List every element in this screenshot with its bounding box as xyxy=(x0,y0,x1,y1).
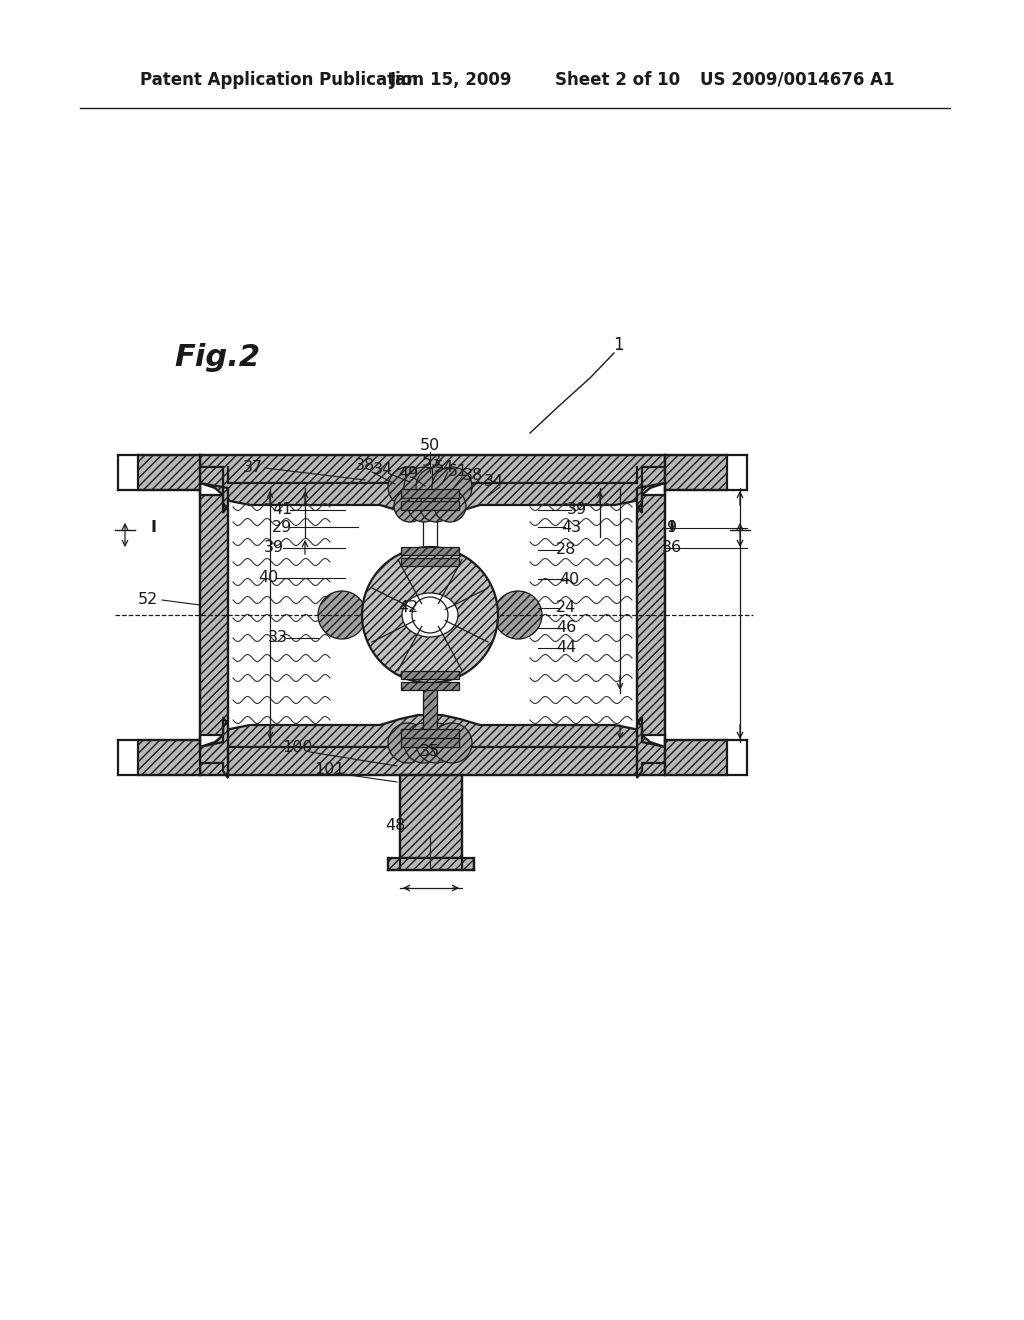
Text: 50: 50 xyxy=(420,438,440,454)
Text: 9: 9 xyxy=(667,520,677,536)
Bar xyxy=(138,455,200,490)
Polygon shape xyxy=(200,455,665,515)
Text: 101: 101 xyxy=(314,763,345,777)
Text: 24: 24 xyxy=(556,601,577,615)
Text: 43: 43 xyxy=(561,520,581,535)
Bar xyxy=(228,483,637,747)
Text: 37: 37 xyxy=(243,461,263,475)
Text: 34: 34 xyxy=(373,462,393,477)
Text: 46: 46 xyxy=(556,620,577,635)
Bar xyxy=(401,558,459,566)
Circle shape xyxy=(388,467,428,507)
Circle shape xyxy=(494,591,542,639)
Text: 35: 35 xyxy=(420,744,440,759)
Bar xyxy=(401,502,459,510)
Bar xyxy=(401,671,459,678)
Text: US 2009/0014676 A1: US 2009/0014676 A1 xyxy=(700,71,895,88)
Ellipse shape xyxy=(402,593,458,638)
Circle shape xyxy=(432,467,472,507)
Text: Sheet 2 of 10: Sheet 2 of 10 xyxy=(555,71,680,88)
Text: I: I xyxy=(150,520,156,536)
Polygon shape xyxy=(200,715,665,775)
Text: 40: 40 xyxy=(258,570,279,586)
Text: 38: 38 xyxy=(355,458,375,474)
Text: 44: 44 xyxy=(556,640,577,656)
Text: 39: 39 xyxy=(264,540,284,556)
Circle shape xyxy=(404,723,444,763)
Text: Patent Application Publication: Patent Application Publication xyxy=(140,71,424,88)
Bar xyxy=(665,455,727,490)
Bar xyxy=(401,488,459,498)
Text: 100: 100 xyxy=(282,741,312,755)
Bar xyxy=(423,484,437,492)
Circle shape xyxy=(404,467,444,507)
Text: 54: 54 xyxy=(434,459,454,474)
Text: Fig.2: Fig.2 xyxy=(174,343,260,372)
Text: 1: 1 xyxy=(612,337,624,354)
Text: 34: 34 xyxy=(484,474,504,490)
Circle shape xyxy=(318,591,366,639)
Text: 36: 36 xyxy=(662,540,682,556)
Text: 51: 51 xyxy=(447,465,468,479)
Circle shape xyxy=(408,490,440,521)
Bar xyxy=(665,741,727,775)
Text: 28: 28 xyxy=(556,543,577,557)
Bar xyxy=(401,738,459,747)
Text: 40: 40 xyxy=(559,572,580,586)
Circle shape xyxy=(434,490,466,521)
Text: 33: 33 xyxy=(268,631,288,645)
Text: Jan. 15, 2009: Jan. 15, 2009 xyxy=(390,71,512,88)
Polygon shape xyxy=(200,467,228,777)
Bar xyxy=(400,775,462,858)
Bar xyxy=(423,685,437,744)
Bar xyxy=(401,682,459,690)
Circle shape xyxy=(362,546,498,682)
Bar xyxy=(401,729,459,738)
Bar xyxy=(138,741,200,775)
Text: 49: 49 xyxy=(398,466,418,480)
Text: 42: 42 xyxy=(398,601,418,615)
Circle shape xyxy=(394,490,426,521)
Bar xyxy=(401,546,459,554)
Text: I: I xyxy=(668,520,674,536)
Text: 39: 39 xyxy=(567,503,587,517)
Text: 38: 38 xyxy=(463,469,483,483)
Bar xyxy=(388,858,474,870)
Circle shape xyxy=(416,723,456,763)
Text: 41: 41 xyxy=(271,503,292,517)
Text: 48: 48 xyxy=(385,817,406,833)
Text: 53: 53 xyxy=(422,454,442,469)
Circle shape xyxy=(420,490,452,521)
Polygon shape xyxy=(637,467,665,777)
Circle shape xyxy=(388,723,428,763)
Text: 52: 52 xyxy=(138,593,158,607)
Circle shape xyxy=(432,723,472,763)
Text: 29: 29 xyxy=(272,520,292,535)
Circle shape xyxy=(416,467,456,507)
